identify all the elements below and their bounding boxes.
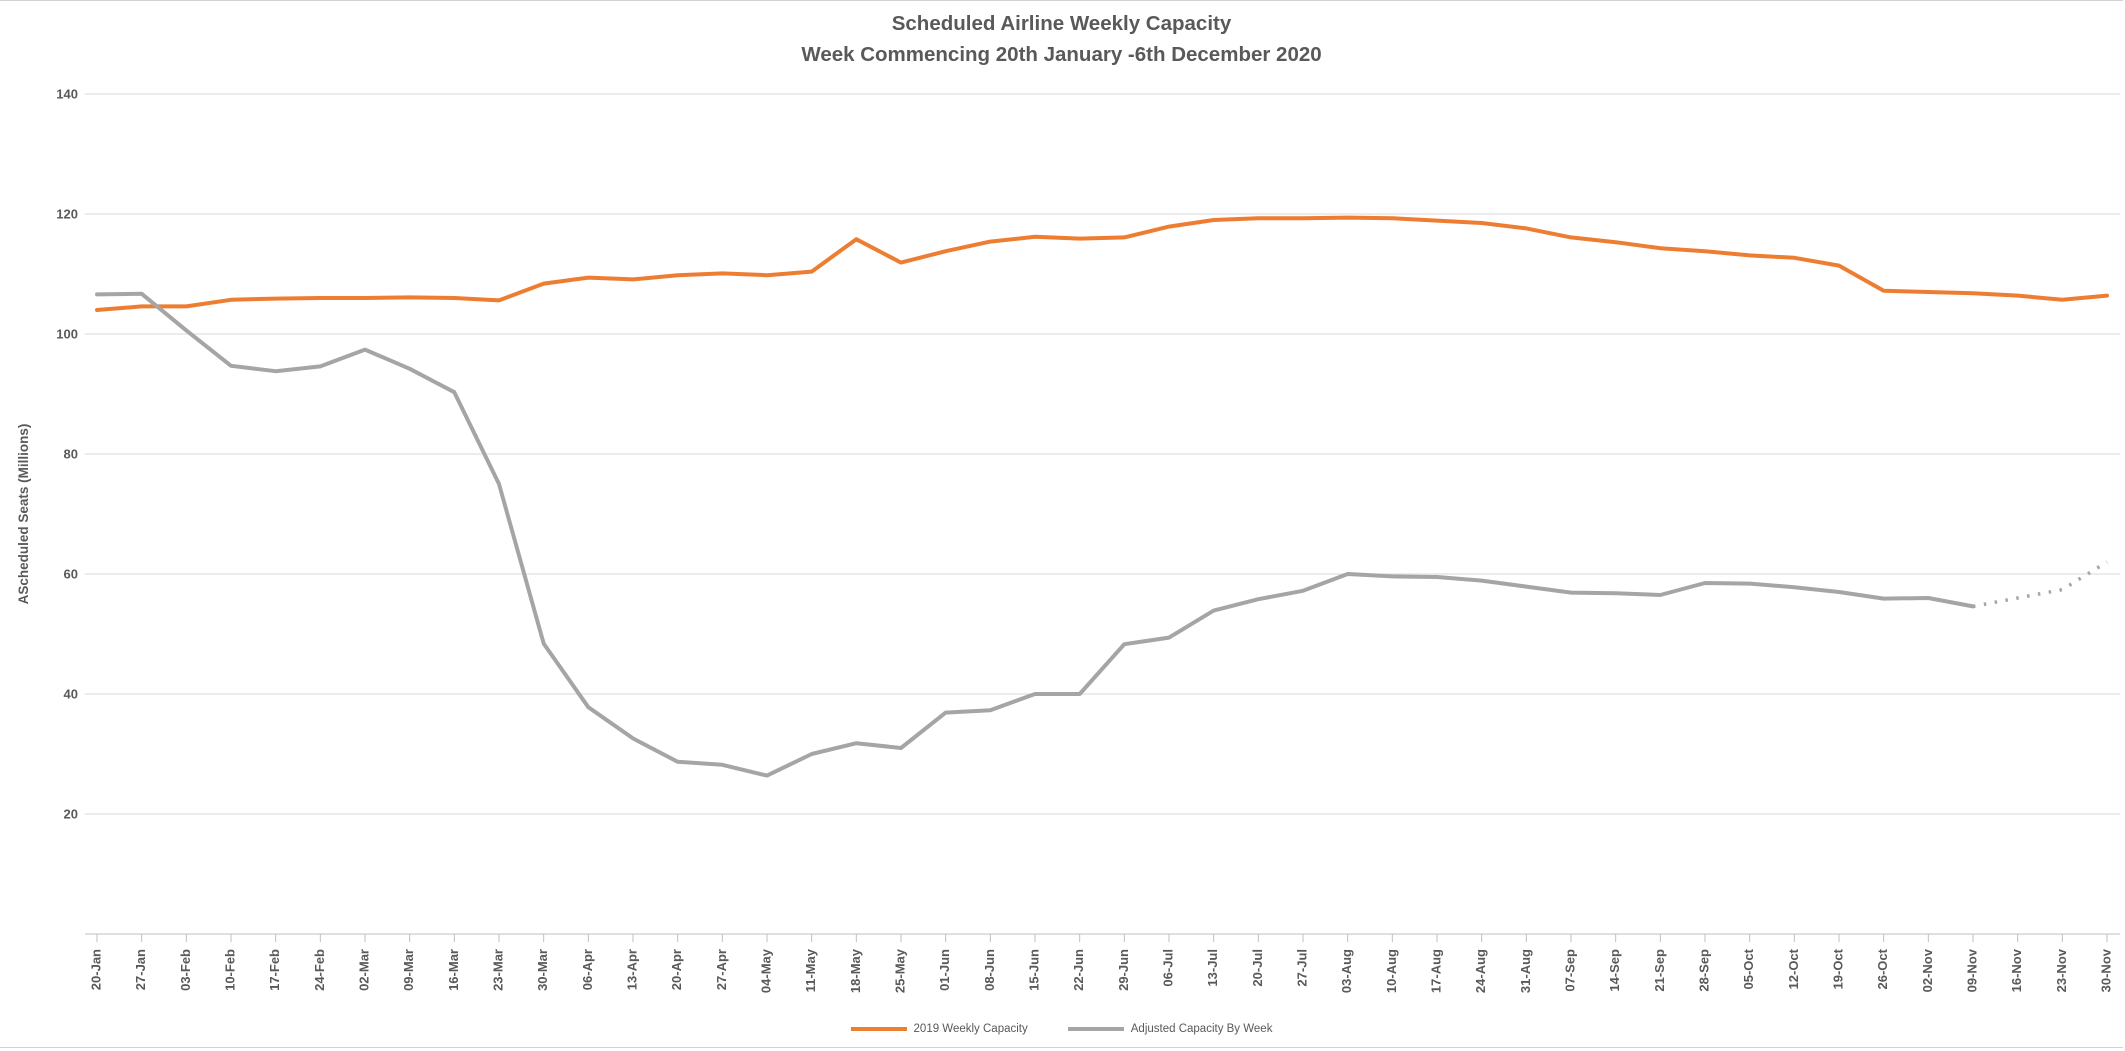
x-axis-label: 17-Aug [1428, 949, 1443, 993]
x-axis-label: 01-Jun [937, 949, 952, 991]
x-axis-label: 09-Mar [401, 949, 416, 991]
x-axis-label: 30-Nov [2098, 948, 2113, 992]
x-axis-label: 12-Oct [1786, 948, 1801, 989]
legend-item-2019-weekly-capacity: 2019 Weekly Capacity [850, 1023, 1028, 1035]
x-axis-label: 09-Nov [1964, 948, 1979, 992]
x-axis-label: 16-Nov [2009, 948, 2024, 992]
chart-title-line1: Scheduled Airline Weekly Capacity [891, 12, 1232, 35]
x-axis-label: 25-May [892, 948, 907, 993]
x-axis-label: 18-May [848, 948, 863, 993]
x-axis-label: 20-Apr [669, 949, 684, 990]
y-axis-label: 100 [56, 327, 78, 342]
x-axis-label: 26-Oct [1875, 948, 1890, 989]
x-axis-label: 06-Apr [580, 949, 595, 990]
x-axis-label: 20-Jul [1250, 949, 1265, 987]
x-axis-label: 31-Aug [1518, 949, 1533, 993]
x-axis-label: 04-May [758, 948, 773, 993]
x-axis-label: 23-Mar [490, 949, 505, 991]
x-axis-label: 03-Feb [178, 949, 193, 991]
x-axis-label: 13-Jul [1205, 949, 1220, 987]
x-tick-marks [96, 934, 2108, 942]
series-line [95, 215, 2109, 312]
x-axis-label: 13-Apr [624, 949, 639, 990]
y-axis-title: AScheduled Seats (Millions) [16, 424, 31, 605]
x-axis-labels: 20-Jan 27-Jan 03-Feb 10-Feb 17-Feb 24-Feb 02-M… [88, 948, 2113, 993]
x-axis-label: 23-Nov [2054, 948, 2069, 992]
series-line-projection-dotted [1972, 560, 2108, 609]
y-axis-label: 80 [64, 447, 78, 462]
y-axis-label: 140 [56, 87, 78, 102]
y-axis-label: 60 [64, 567, 78, 582]
x-axis-label: 21-Sep [1652, 949, 1667, 992]
x-axis-label: 20-Jan [88, 949, 103, 990]
x-axis-label: 24-Aug [1473, 949, 1488, 993]
series-line-solid [95, 291, 1975, 778]
legend-label: 2019 Weekly Capacity [913, 1023, 1028, 1035]
x-axis-label: 11-May [803, 948, 818, 992]
x-axis-label: 05-Oct [1741, 948, 1756, 989]
chart-title-line2: Week Commencing 20th January -6th Decemb… [801, 43, 1322, 66]
legend-item-adjusted-capacity: Adjusted Capacity By Week [1067, 1023, 1273, 1035]
x-axis-label: 27-Apr [714, 949, 729, 990]
legend-line-swatch-gray [1067, 1027, 1124, 1031]
gridlines [85, 93, 2120, 815]
x-axis-label: 06-Jul [1160, 949, 1175, 987]
x-axis-label: 08-Jun [982, 949, 997, 991]
x-axis-label: 30-Mar [535, 949, 550, 991]
y-axis-label: 40 [64, 687, 78, 702]
x-axis-label: 10-Aug [1384, 949, 1399, 993]
series-adjusted-capacity [95, 291, 2108, 778]
x-axis-label: 14-Sep [1607, 949, 1622, 992]
x-axis-label: 22-Jun [1071, 949, 1086, 991]
x-axis-label: 10-Feb [222, 949, 237, 991]
x-axis-label: 16-Mar [446, 949, 461, 991]
x-axis-label: 03-Aug [1339, 949, 1354, 993]
x-axis-label: 28-Sep [1696, 949, 1711, 992]
x-axis-label: 24-Feb [312, 949, 327, 991]
x-axis-label: 15-Jun [1026, 949, 1041, 991]
x-axis-label: 07-Sep [1562, 949, 1577, 992]
x-axis-label: 17-Feb [267, 949, 282, 991]
legend-label: Adjusted Capacity By Week [1130, 1023, 1273, 1035]
x-axis-label: 19-Oct [1830, 948, 1845, 989]
x-axis-label: 29-Jun [1116, 949, 1131, 991]
chart-title: Scheduled Airline Weekly Capacity Week C… [0, 8, 2123, 70]
y-axis-labels: 20 40 60 80 100 120 140 [56, 87, 78, 822]
y-axis-label: 20 [64, 807, 78, 822]
x-axis-label: 27-Jan [133, 949, 148, 990]
x-axis-label: 02-Mar [356, 949, 371, 991]
x-axis-label: 27-Jul [1294, 949, 1309, 987]
series-2019-weekly-capacity [95, 215, 2109, 312]
y-axis-label: 120 [56, 207, 78, 222]
legend-line-swatch-orange [850, 1027, 907, 1031]
chart-legend: 2019 Weekly Capacity Adjusted Capacity B… [0, 1023, 2123, 1035]
x-axis-label: 02-Nov [1920, 948, 1935, 992]
